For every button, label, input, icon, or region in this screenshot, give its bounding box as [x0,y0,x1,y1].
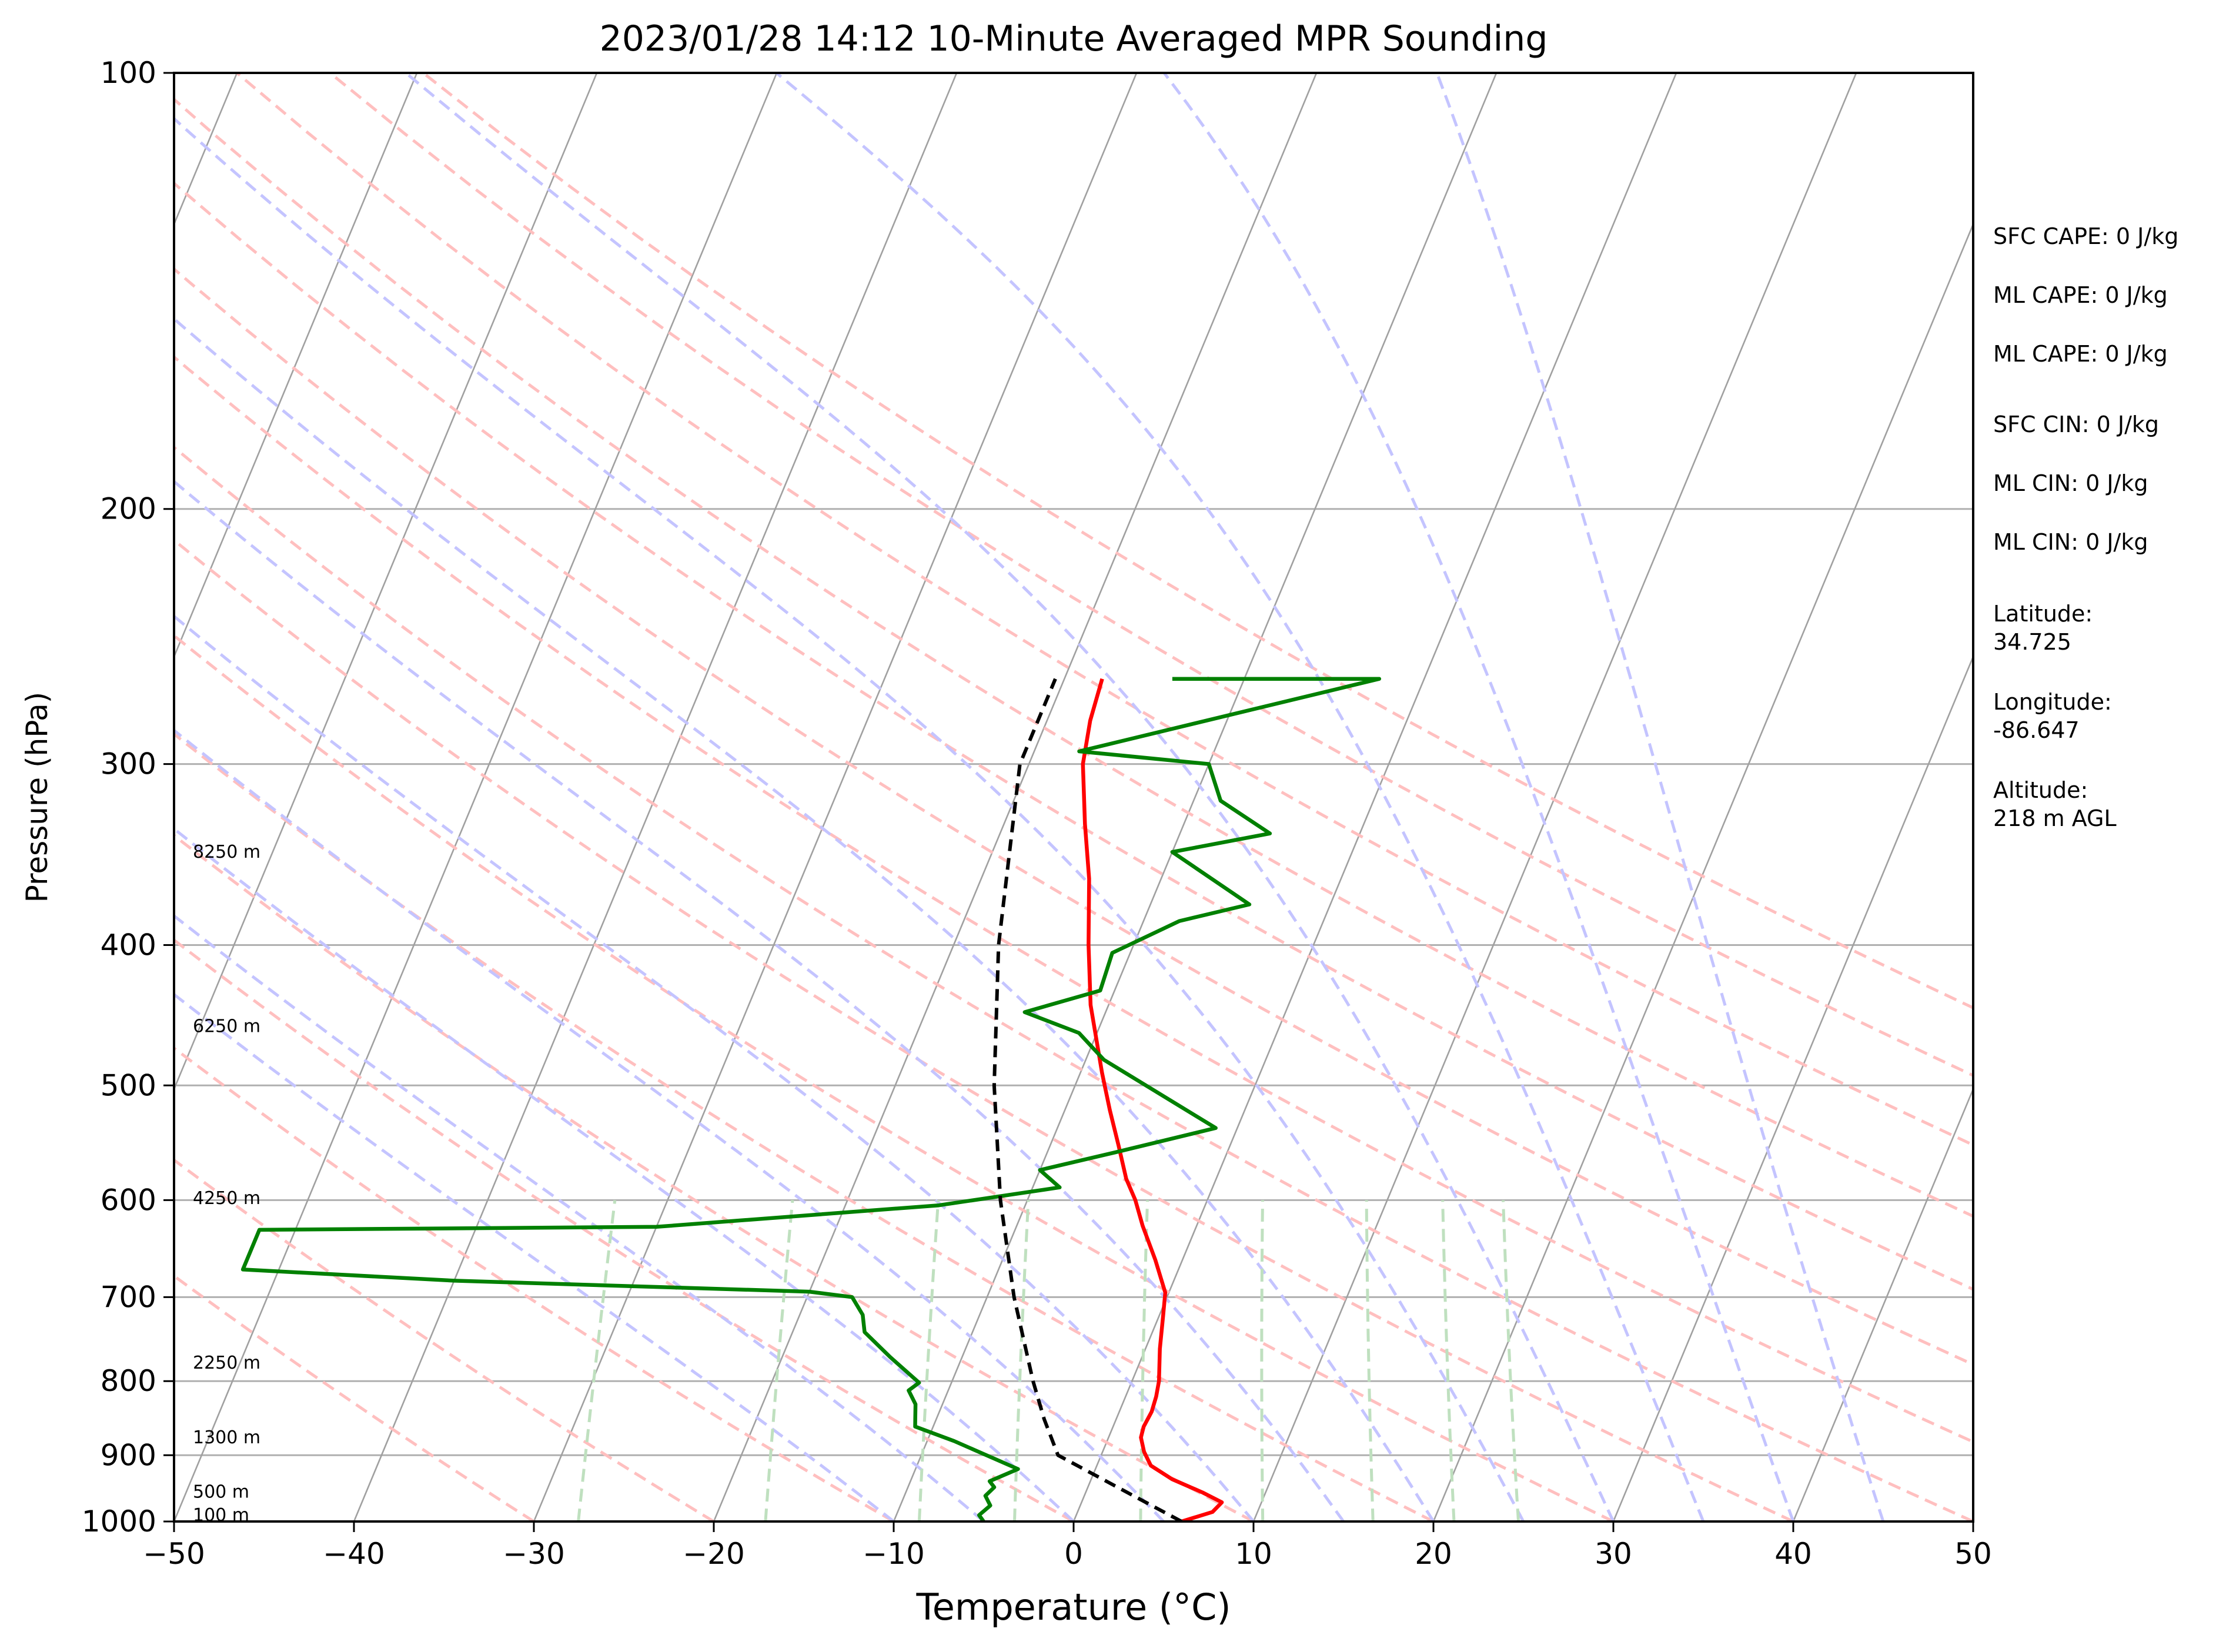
altitude-text: Altitude: 218 m AGL [1993,777,2117,831]
isotherm-line [893,73,1498,1521]
ml-cin-text: ML CIN: 0 J/kg [1993,470,2148,496]
x-tick-label: 10 [1235,1537,1272,1571]
dry-adiabat-line [329,73,1973,1078]
moist-adiabat-line [174,614,1255,1521]
sfc-cape-text: SFC CAPE: 0 J/kg [1993,223,2179,249]
isotherm-line [1612,654,1973,1521]
dry-adiabat-line [174,538,1794,1521]
moist-adiabat-line [174,827,1075,1521]
moist-adiabat-line [174,116,1525,1521]
y-tick-label: 200 [101,492,156,526]
y-tick-label: 400 [101,928,156,962]
dry-adiabat-line [174,634,1615,1521]
x-tick-label: 20 [1415,1537,1452,1571]
moist-adiabat-line [174,728,1165,1521]
dry-adiabat-line [174,732,1435,1521]
dry-adiabat-line [174,267,1973,1366]
height-label: 6250 m [193,1016,260,1036]
height-label: 500 m [193,1482,249,1503]
mixing-ratio-line [1013,1200,1030,1521]
dry-adiabat-line [174,938,1075,1521]
isotherm-line [533,73,1138,1521]
x-tick-label: 50 [1954,1537,1992,1571]
isotherm-line [174,73,418,659]
height-label: 8250 m [193,842,260,862]
moist-adiabat-line [174,914,985,1521]
moist-adiabat-line [405,73,1615,1521]
isotherm-line [1792,1087,1973,1521]
mixing-ratio-line [1139,1200,1149,1521]
moist-adiabat-line [1435,73,1885,1521]
dry-adiabat-line [174,445,1973,1521]
y-tick-label: 300 [101,747,156,781]
ml-cape-text: ML CAPE: 0 J/kg [1993,282,2168,308]
y-tick-label: 600 [101,1183,156,1217]
longitude-text: Longitude: -86.647 [1993,689,2112,743]
moist-adiabat-line [174,317,1435,1521]
y-tick-label: 100 [101,56,156,90]
chart-title: 2023/01/28 14:12 10-Minute Averaged MPR … [600,18,1548,59]
ml-cape-text-2: ML CAPE: 0 J/kg [1993,341,2168,367]
dry-adiabat-line [174,833,1255,1521]
x-tick-label: −30 [503,1537,565,1571]
mixing-ratio-line [1502,1200,1520,1521]
y-axis: 100 200 300 400 500 600 700 800 900 1000 [82,56,174,1539]
mixing-ratio-line [1441,1200,1456,1521]
y-tick-label: 800 [101,1364,156,1398]
dry-adiabat-line [174,181,1973,1291]
mixing-ratio-line [1365,1200,1375,1521]
mixing-ratio-line [577,1200,617,1521]
x-tick-label: 30 [1595,1537,1632,1571]
y-axis-label: Pressure (hPa) [20,692,54,903]
isotherm-line [1432,222,1973,1521]
dry-adiabat-line [174,1274,535,1521]
dewpoint-line [240,677,1382,1521]
x-axis: −50 −40 −30 −20 −10 0 10 20 30 40 50 [143,1521,1992,1571]
x-tick-label: −10 [863,1537,925,1571]
moist-adiabat-line [1163,73,1795,1521]
mixing-ratio-line [917,1200,940,1521]
height-label: 4250 m [193,1188,260,1209]
isotherm-line [713,73,1318,1521]
parcel-line [992,678,1183,1521]
background-lines [174,73,1973,1521]
sfc-cin-text: SFC CIN: 0 J/kg [1993,412,2160,437]
dry-adiabat-line [422,73,1973,1009]
x-tick-label: −40 [323,1537,385,1571]
isotherm-line [1072,73,1677,1521]
y-tick-label: 700 [101,1280,156,1314]
ml-cin-text-2: ML CIN: 0 J/kg [1993,529,2148,555]
mixing-ratio-line [1260,1200,1265,1521]
latitude-text: Latitude: 34.725 [1993,601,2093,655]
y-tick-label: 900 [101,1438,156,1472]
x-axis-label: Temperature (°C) [915,1586,1231,1628]
moist-adiabat-line [174,992,895,1521]
isotherm-line [174,73,778,1521]
moist-adiabat-line [174,479,1345,1521]
isotherm-line [174,73,598,1091]
x-tick-label: 40 [1774,1537,1812,1571]
y-tick-label: 500 [101,1068,156,1102]
dry-adiabat-line [174,97,1973,1218]
data-lines [240,677,1382,1521]
dry-adiabat-line [236,73,1973,1147]
dry-adiabat-line [174,1046,895,1521]
x-tick-label: −20 [683,1537,745,1571]
isotherm-line [1252,73,1857,1521]
mixing-ratio-line [764,1200,794,1521]
moist-adiabat-line [775,73,1705,1521]
height-label: 2250 m [193,1353,260,1373]
x-tick-label: −50 [143,1537,205,1571]
temperature-line [1081,678,1224,1521]
x-tick-label: 0 [1064,1537,1083,1571]
height-label: 1300 m [193,1427,260,1448]
y-tick-label: 1000 [82,1504,156,1539]
dry-adiabat-line [174,355,1973,1444]
